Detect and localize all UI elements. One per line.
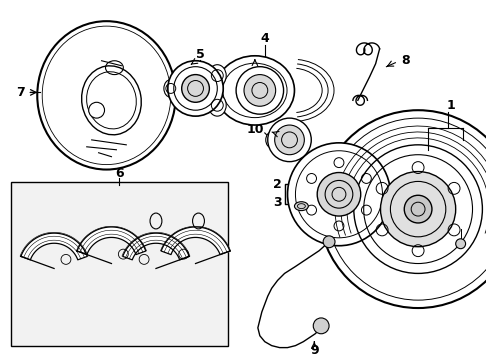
- Circle shape: [287, 143, 389, 246]
- Ellipse shape: [42, 26, 170, 165]
- Circle shape: [182, 75, 209, 102]
- Polygon shape: [122, 233, 189, 260]
- Circle shape: [167, 61, 223, 116]
- Polygon shape: [21, 233, 87, 260]
- Circle shape: [319, 110, 488, 308]
- Circle shape: [244, 75, 275, 106]
- Circle shape: [313, 318, 328, 334]
- Circle shape: [88, 102, 104, 118]
- Circle shape: [267, 118, 311, 162]
- Text: 3: 3: [273, 196, 282, 209]
- Text: 8: 8: [400, 54, 409, 67]
- Bar: [11, 183, 228, 346]
- Circle shape: [323, 236, 334, 248]
- Ellipse shape: [81, 66, 141, 135]
- Text: 9: 9: [309, 344, 318, 357]
- Text: 7: 7: [16, 86, 25, 99]
- Ellipse shape: [163, 80, 177, 97]
- Ellipse shape: [294, 202, 307, 211]
- Circle shape: [404, 195, 431, 223]
- Polygon shape: [161, 227, 229, 255]
- Text: 6: 6: [115, 167, 123, 180]
- Ellipse shape: [265, 132, 277, 148]
- Text: 5: 5: [196, 48, 204, 61]
- Text: 1: 1: [446, 99, 454, 112]
- Text: 10: 10: [245, 123, 263, 136]
- Ellipse shape: [215, 56, 294, 125]
- Polygon shape: [77, 227, 145, 255]
- Circle shape: [455, 239, 465, 249]
- Circle shape: [274, 125, 304, 155]
- Ellipse shape: [208, 94, 226, 116]
- Circle shape: [380, 171, 455, 247]
- Ellipse shape: [208, 65, 226, 86]
- Circle shape: [317, 172, 360, 216]
- Circle shape: [236, 67, 283, 114]
- Bar: [284, 184, 338, 204]
- Ellipse shape: [37, 21, 175, 170]
- Text: 2: 2: [273, 178, 282, 191]
- Text: 4: 4: [260, 32, 268, 45]
